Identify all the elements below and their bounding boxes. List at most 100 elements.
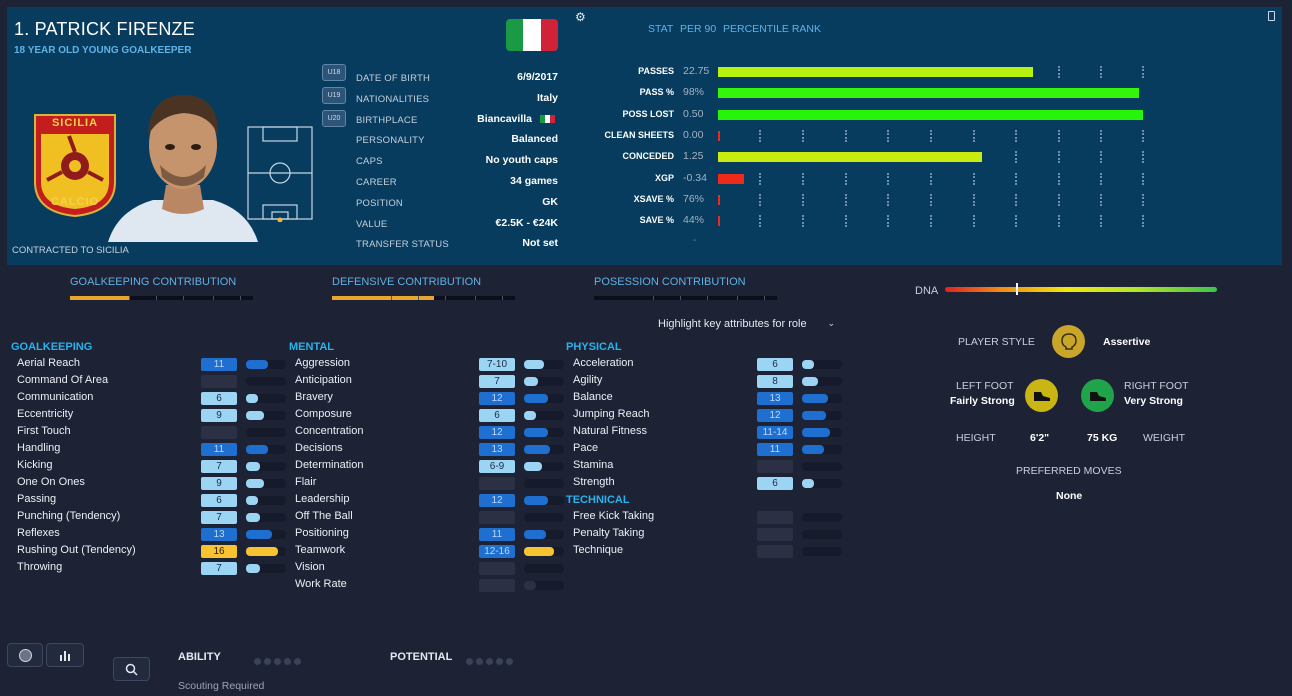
attribute-name: Command Of Area [17, 374, 109, 386]
gridline-dots [1142, 151, 1144, 164]
bio-label: POSITION [356, 197, 403, 209]
u20-chip[interactable]: U20 [322, 110, 346, 127]
u18-chip[interactable]: U18 [322, 64, 346, 81]
contribution-tick [653, 296, 654, 300]
overview-tab-button[interactable] [7, 643, 43, 667]
attribute-value-chip[interactable] [479, 511, 515, 524]
attribute-bar-fill [524, 394, 548, 403]
attribute-name: Aggression [295, 357, 351, 369]
attribute-value-chip[interactable]: 11 [201, 358, 237, 371]
attribute-value-chip[interactable]: 6 [201, 494, 237, 507]
attribute-value-chip[interactable]: 16 [201, 545, 237, 558]
stat-percentile-bar [718, 152, 982, 163]
attribute-value-chip[interactable]: 12-16 [479, 545, 515, 558]
contribution-tick [240, 296, 241, 300]
attribute-value-chip[interactable] [479, 579, 515, 592]
search-button[interactable] [113, 657, 150, 681]
attribute-bar-fill [246, 530, 272, 539]
attribute-value-chip[interactable] [757, 528, 793, 541]
highlight-role-dropdown[interactable]: Highlight key attributes for role ⌄ [646, 312, 843, 336]
bio-value: €2.5K - €24K [495, 216, 558, 229]
attribute-value-chip[interactable]: 6 [757, 477, 793, 490]
attribute-value-chip[interactable]: 9 [201, 409, 237, 422]
attribute-value-chip[interactable]: 8 [757, 375, 793, 388]
attribute-value-chip[interactable]: 6-9 [479, 460, 515, 473]
attribute-name: Off The Ball [295, 510, 353, 522]
attribute-value-chip[interactable]: 11 [201, 443, 237, 456]
stat-row-label: PASSES [638, 66, 674, 76]
attribute-name: Aerial Reach [17, 357, 80, 369]
contribution-title: DEFENSIVE CONTRIBUTION [332, 276, 482, 288]
stats-tab-button[interactable] [46, 643, 84, 667]
attribute-name: Leadership [295, 493, 350, 505]
attribute-value-chip[interactable]: 12 [757, 409, 793, 422]
bio-label: CAREER [356, 177, 397, 188]
attribute-bar-track [246, 513, 286, 522]
stat-header: STAT [648, 23, 674, 35]
attribute-value-chip[interactable] [201, 426, 237, 439]
attribute-bar-fill [524, 411, 536, 420]
notes-icon[interactable] [1268, 11, 1275, 21]
attribute-bar-fill [524, 496, 548, 505]
gridline-dots [845, 215, 847, 228]
gridline-dots [930, 193, 932, 206]
player-photo [108, 94, 258, 242]
gridline-dots [930, 172, 932, 185]
attribute-value-chip[interactable]: 12 [479, 426, 515, 439]
attribute-name: Natural Fitness [573, 425, 647, 437]
attribute-value-chip[interactable]: 13 [479, 443, 515, 456]
bio-value: No youth caps [485, 154, 558, 167]
attribute-value-chip[interactable]: 9 [201, 477, 237, 490]
attribute-value-chip[interactable]: 11 [479, 528, 515, 541]
attribute-category-mental: MENTAL [289, 341, 335, 353]
contribution-tick [156, 296, 157, 300]
attribute-value-chip[interactable] [479, 477, 515, 490]
bio-label: NATIONALITIES [356, 93, 430, 105]
stat-row-value: 0.00 [683, 128, 704, 141]
attribute-value-chip[interactable]: 7 [201, 562, 237, 575]
attribute-name: Flair [295, 476, 317, 488]
attribute-value-chip[interactable]: 7 [201, 511, 237, 524]
attribute-value-chip[interactable]: 12 [479, 392, 515, 405]
stat-row-label: XSAVE % [633, 193, 674, 204]
chevron-down-icon: ⌄ [827, 318, 835, 328]
attribute-value-chip[interactable] [201, 375, 237, 388]
stat-row-label: CLEAN SHEETS [604, 129, 674, 140]
attribute-value-chip[interactable] [479, 562, 515, 575]
attribute-name: First Touch [17, 425, 71, 437]
dna-label: DNA [915, 285, 939, 297]
attribute-value-chip[interactable]: 11 [757, 443, 793, 456]
attribute-bar-track [524, 462, 564, 471]
gridline-dots [802, 215, 804, 228]
attribute-bar-fill [246, 479, 264, 488]
stat-row-value: -0.34 [683, 171, 707, 184]
attribute-value-chip[interactable]: 6 [757, 358, 793, 371]
attribute-value-chip[interactable]: 7 [201, 460, 237, 473]
attribute-value-chip[interactable]: 13 [201, 528, 237, 541]
attribute-bar-fill [802, 479, 814, 488]
attribute-value-chip[interactable] [757, 460, 793, 473]
attribute-name: Agility [573, 374, 603, 386]
attribute-value-chip[interactable] [757, 545, 793, 558]
attribute-value-chip[interactable]: 11-14 [757, 426, 793, 439]
stat-row-label: SAVE % [639, 215, 674, 226]
attribute-value-chip[interactable]: 13 [757, 392, 793, 405]
attribute-bar-track [524, 479, 564, 488]
attribute-bar-track [802, 530, 842, 539]
attribute-value-chip[interactable]: 7-10 [479, 358, 515, 371]
attribute-value-chip[interactable]: 6 [479, 409, 515, 422]
attribute-value-chip[interactable] [757, 511, 793, 524]
settings-gear-icon[interactable]: ⚙ [575, 10, 586, 24]
attribute-name: Composure [295, 408, 352, 420]
attribute-name: Reflexes [17, 527, 60, 539]
right-boot-icon [1081, 379, 1114, 412]
gridline-dots [1015, 172, 1017, 185]
attribute-value-chip[interactable]: 12 [479, 494, 515, 507]
gridline-dots [1142, 172, 1144, 185]
attribute-value-chip[interactable]: 7 [479, 375, 515, 388]
attribute-bar-fill [524, 530, 546, 539]
attribute-value-chip[interactable]: 6 [201, 392, 237, 405]
contribution-tick [707, 296, 708, 300]
gridline-dots [973, 172, 975, 185]
u19-chip[interactable]: U19 [322, 87, 346, 104]
